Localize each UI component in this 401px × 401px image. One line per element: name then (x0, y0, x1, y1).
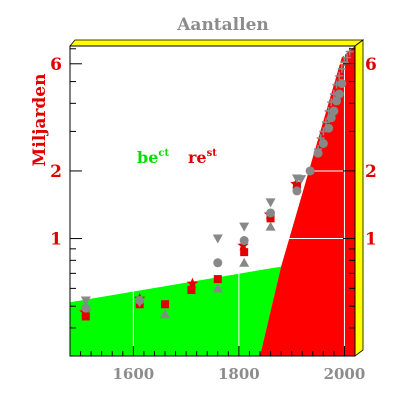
point-plus-1 (316, 134, 325, 143)
point-triangle-down-0 (80, 296, 91, 306)
point-square-3 (187, 286, 196, 295)
grid-layer (70, 46, 355, 356)
y-left-tick-label-2: 1 (50, 230, 62, 250)
point-triangle-down-4 (265, 198, 276, 208)
point-plus-10 (340, 58, 349, 67)
point-circle-0 (81, 303, 91, 313)
point-circle-10 (326, 113, 336, 123)
chart-title: Aantallen (176, 15, 269, 35)
x-tick-label-1: 1800 (218, 365, 260, 383)
point-plus-2 (319, 127, 328, 136)
point-plus-7 (332, 80, 341, 89)
x-tick-label-2: 2000 (324, 365, 366, 383)
legend-item-1-text: re (188, 148, 207, 167)
y-axis-label: Miljarden (30, 74, 50, 167)
point-triangle-down-3 (239, 222, 250, 232)
legend-item-0-sup: ct (158, 148, 169, 159)
point-circle-4 (266, 208, 276, 218)
point-plus-6 (329, 90, 338, 99)
point-square-5 (240, 248, 249, 257)
point-triangle-up-2 (212, 283, 223, 293)
point-triangle-down-2 (212, 234, 223, 244)
point-plus-8 (335, 71, 344, 80)
point-circle-6 (305, 166, 315, 176)
point-triangle-up-3 (239, 257, 250, 267)
frame-top-bevel (69, 39, 365, 47)
legend: bect rest (137, 148, 217, 167)
point-square-0 (81, 312, 90, 321)
y-left-tick-label-1: 2 (50, 162, 62, 182)
point-triangle-down-6 (296, 175, 307, 185)
point-circle-12 (332, 96, 342, 106)
point-plus-0 (314, 145, 323, 154)
x-tick-label-0: 1600 (112, 365, 154, 383)
point-circle-13 (334, 89, 344, 99)
point-plus-5 (327, 98, 336, 107)
legend-item-1: rest (188, 148, 217, 167)
legend-item-0-text: be (137, 148, 158, 167)
legend-item-0: bect (137, 148, 169, 167)
point-circle-14 (337, 79, 347, 89)
point-circle-5 (292, 186, 302, 196)
point-circle-3 (239, 236, 249, 246)
point-plus-4 (324, 106, 333, 115)
point-circle-2 (213, 258, 223, 268)
point-star-3 (237, 239, 249, 251)
point-plus-3 (321, 118, 330, 127)
y-right-tick-label-1: 2 (365, 162, 377, 182)
point-circle-1 (135, 295, 145, 305)
point-star-2 (186, 277, 199, 289)
frame-right-bevel (354, 39, 364, 357)
point-circle-11 (329, 106, 339, 116)
y-right-tick-label-2: 1 (365, 230, 377, 250)
y-left-tick-label-0: 6 (50, 55, 62, 75)
area-0 (70, 266, 282, 356)
point-plus-11 (343, 53, 352, 62)
areas-layer (70, 46, 355, 356)
point-square-6 (266, 214, 275, 223)
plot-frame (69, 45, 356, 357)
point-square-2 (161, 300, 169, 309)
point-triangle-up-4 (265, 221, 276, 231)
point-square-4 (213, 275, 222, 284)
legend-item-1-sup: st (207, 148, 218, 159)
data-points-layer (79, 47, 354, 321)
point-triangle-up-1 (160, 309, 170, 319)
point-star-5 (290, 178, 302, 189)
y-right-tick-label-0: 6 (365, 55, 377, 75)
point-plus-9 (337, 64, 346, 73)
area-1 (260, 46, 355, 356)
ticks-layer: 1600 1800 2000 6 6 2 2 1 1 (50, 48, 377, 383)
